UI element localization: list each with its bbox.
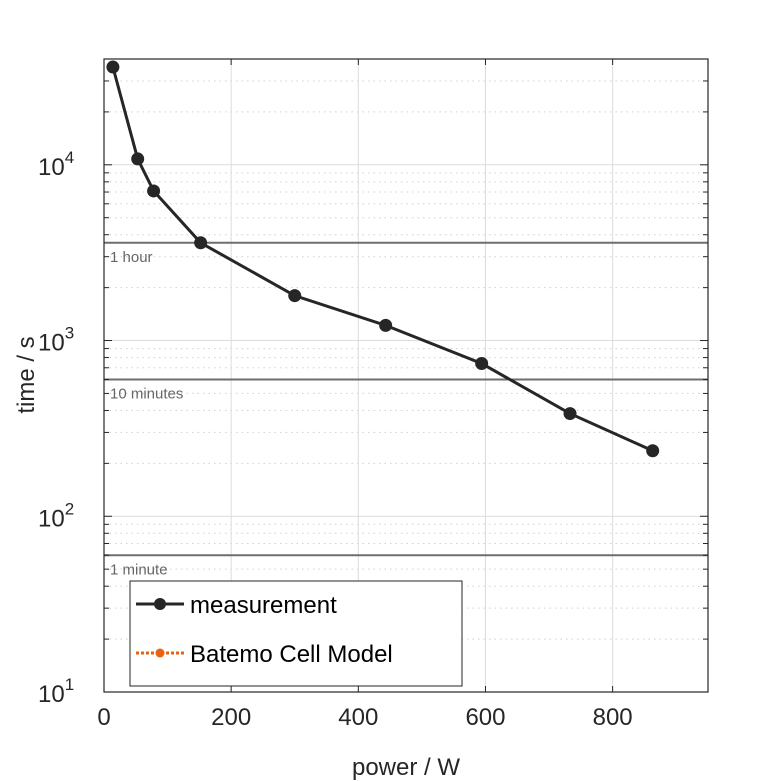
legend-box	[129, 580, 463, 687]
x-tick-label: 0	[97, 704, 110, 731]
x-tick-label: 600	[465, 704, 505, 731]
y-axis-label: time / s	[13, 336, 40, 413]
grid	[104, 58, 708, 692]
data-point	[147, 184, 161, 198]
y-tick-label: 101	[38, 675, 74, 708]
data-point	[288, 289, 302, 303]
legend-marker-batemo	[155, 648, 165, 658]
legend-label-measurement: measurement	[190, 592, 337, 619]
data-point	[194, 236, 208, 250]
data-point	[563, 407, 577, 421]
y-tick-label: 104	[38, 148, 74, 181]
x-axis-label: power / W	[352, 754, 460, 781]
reference-line-label: 1 hour	[110, 249, 153, 266]
series	[106, 60, 660, 458]
data-point	[646, 444, 660, 458]
data-point	[106, 60, 120, 74]
y-tick-label: 102	[38, 499, 74, 532]
reference-line-label: 10 minutes	[110, 386, 183, 403]
reference-line-label: 1 minute	[110, 561, 168, 578]
reference-lines: 1 hour 10 minutes 1 minute	[104, 241, 708, 578]
axes-box	[103, 58, 709, 693]
legend-label-batemo: Batemo Cell Model	[190, 641, 393, 668]
y-tick-label: 103	[38, 324, 74, 357]
x-tick-label: 200	[211, 704, 251, 731]
ticks: 0 200 400 600 800 101 102 103 104	[38, 58, 708, 731]
legend: measurement Batemo Cell Model	[129, 580, 463, 687]
data-point	[131, 152, 145, 166]
legend-marker-measurement	[154, 598, 166, 610]
x-tick-label: 800	[593, 704, 633, 731]
data-point	[475, 357, 489, 371]
data-point	[379, 318, 393, 332]
x-tick-label: 400	[338, 704, 378, 731]
